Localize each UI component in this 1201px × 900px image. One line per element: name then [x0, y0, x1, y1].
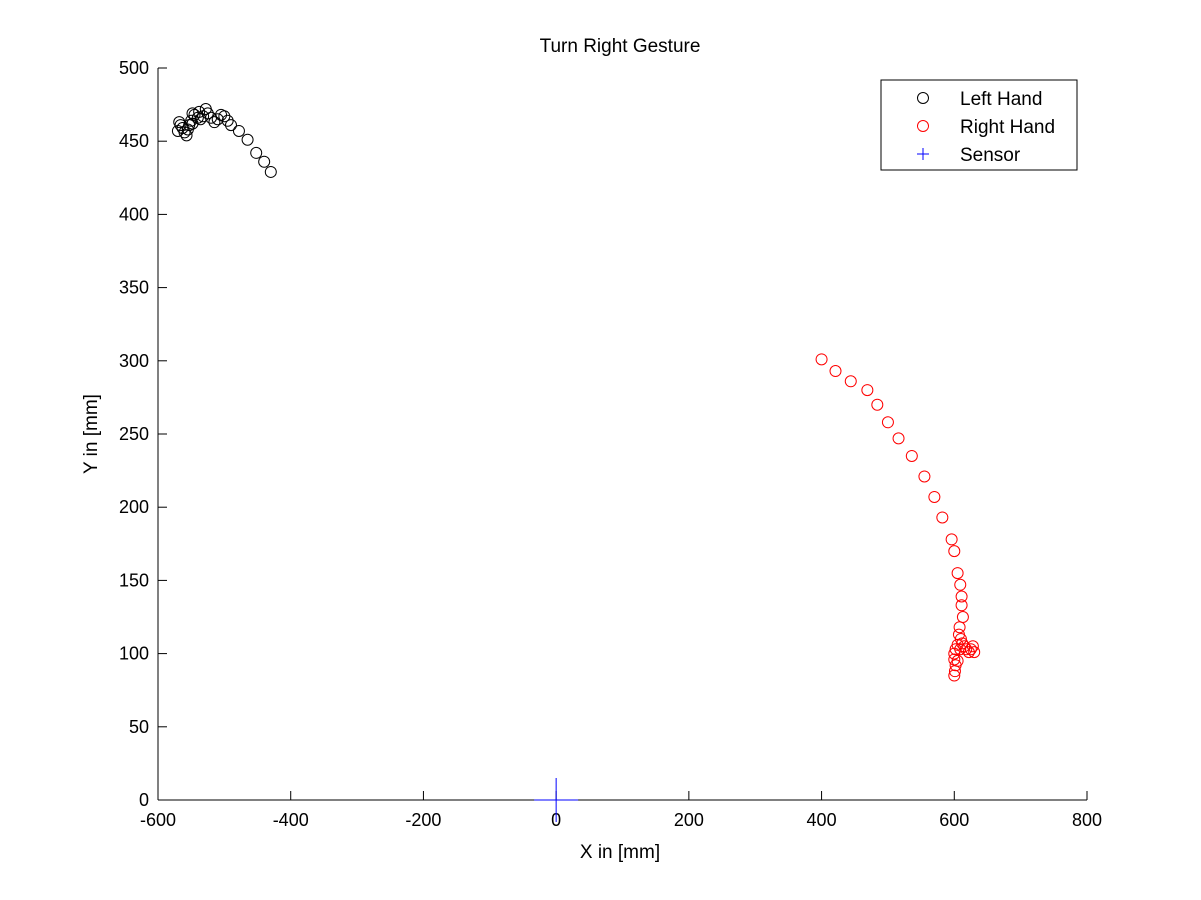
x-tick-label: -400 — [273, 810, 309, 830]
y-tick-label: 100 — [119, 644, 149, 664]
series-sensor — [534, 778, 579, 822]
data-point — [954, 578, 967, 591]
y-tick-label: 450 — [119, 131, 149, 151]
legend-item: Right Hand — [917, 117, 1055, 138]
y-tick-label: 350 — [119, 278, 149, 298]
data-point — [928, 490, 941, 503]
x-tick-label: 400 — [807, 810, 837, 830]
legend-marker — [917, 120, 929, 132]
data-point — [815, 353, 828, 366]
y-tick-label: 0 — [139, 790, 149, 810]
data-point — [258, 155, 271, 168]
data-point — [186, 107, 199, 120]
data-point — [250, 146, 263, 159]
data-point — [211, 113, 224, 126]
data-point — [948, 545, 961, 558]
data-point — [199, 102, 212, 115]
y-tick-label: 50 — [129, 717, 149, 737]
data-point — [905, 449, 918, 462]
data-point — [966, 640, 979, 653]
plot-area: -600 -400 -200 0 200 400 600 800050100150200250… — [119, 58, 1102, 830]
data-point — [173, 116, 186, 129]
data-point — [953, 621, 966, 634]
data-point — [968, 646, 981, 659]
x-tick-label: 800 — [1072, 810, 1102, 830]
y-tick-label: 250 — [119, 424, 149, 444]
legend-item: Sensor — [917, 145, 1021, 166]
data-point — [881, 416, 894, 429]
data-point — [193, 105, 206, 118]
legend-marker — [917, 92, 929, 104]
data-point — [241, 133, 254, 146]
legend-label: Left Hand — [960, 89, 1042, 110]
data-point — [829, 365, 842, 378]
data-point — [954, 643, 967, 656]
x-axis-label: X in [mm] — [580, 842, 660, 863]
data-point — [955, 599, 968, 612]
data-point — [208, 116, 221, 129]
legend-label: Right Hand — [960, 117, 1055, 138]
y-tick-label: 300 — [119, 351, 149, 371]
legend-label: Sensor — [960, 145, 1021, 166]
data-point — [955, 590, 968, 603]
y-tick-label: 500 — [119, 58, 149, 78]
data-point — [949, 643, 962, 656]
series-right-hand — [815, 353, 981, 682]
y-tick-label: 200 — [119, 497, 149, 517]
data-point — [861, 384, 874, 397]
chart-title: Turn Right Gesture — [540, 36, 701, 57]
legend: Left Hand Right Hand Sensor — [880, 79, 1078, 171]
legend-box — [880, 79, 1078, 171]
data-point — [171, 124, 184, 137]
legend-item: Left Hand — [917, 89, 1042, 110]
data-point — [224, 119, 237, 132]
data-point — [951, 567, 964, 580]
data-point — [962, 646, 975, 659]
x-tick-label: -600 — [140, 810, 176, 830]
y-tick-label: 400 — [119, 204, 149, 224]
x-tick-label: -200 — [405, 810, 441, 830]
data-point — [892, 432, 905, 445]
data-point — [918, 470, 931, 483]
data-point — [264, 165, 277, 178]
data-point — [871, 398, 884, 411]
data-point — [186, 117, 199, 130]
data-point — [232, 124, 245, 137]
data-point — [948, 647, 961, 660]
data-point — [954, 632, 967, 645]
x-tick-label: 200 — [674, 810, 704, 830]
data-point — [936, 511, 949, 524]
data-point — [948, 669, 961, 682]
data-point — [945, 533, 958, 546]
series-left-hand — [171, 102, 277, 178]
data-point — [534, 778, 579, 822]
data-point — [844, 375, 857, 388]
y-tick-label: 150 — [119, 570, 149, 590]
y-axis-label: Y in [mm] — [81, 394, 102, 474]
x-tick-label: 600 — [939, 810, 969, 830]
data-point — [951, 654, 964, 667]
